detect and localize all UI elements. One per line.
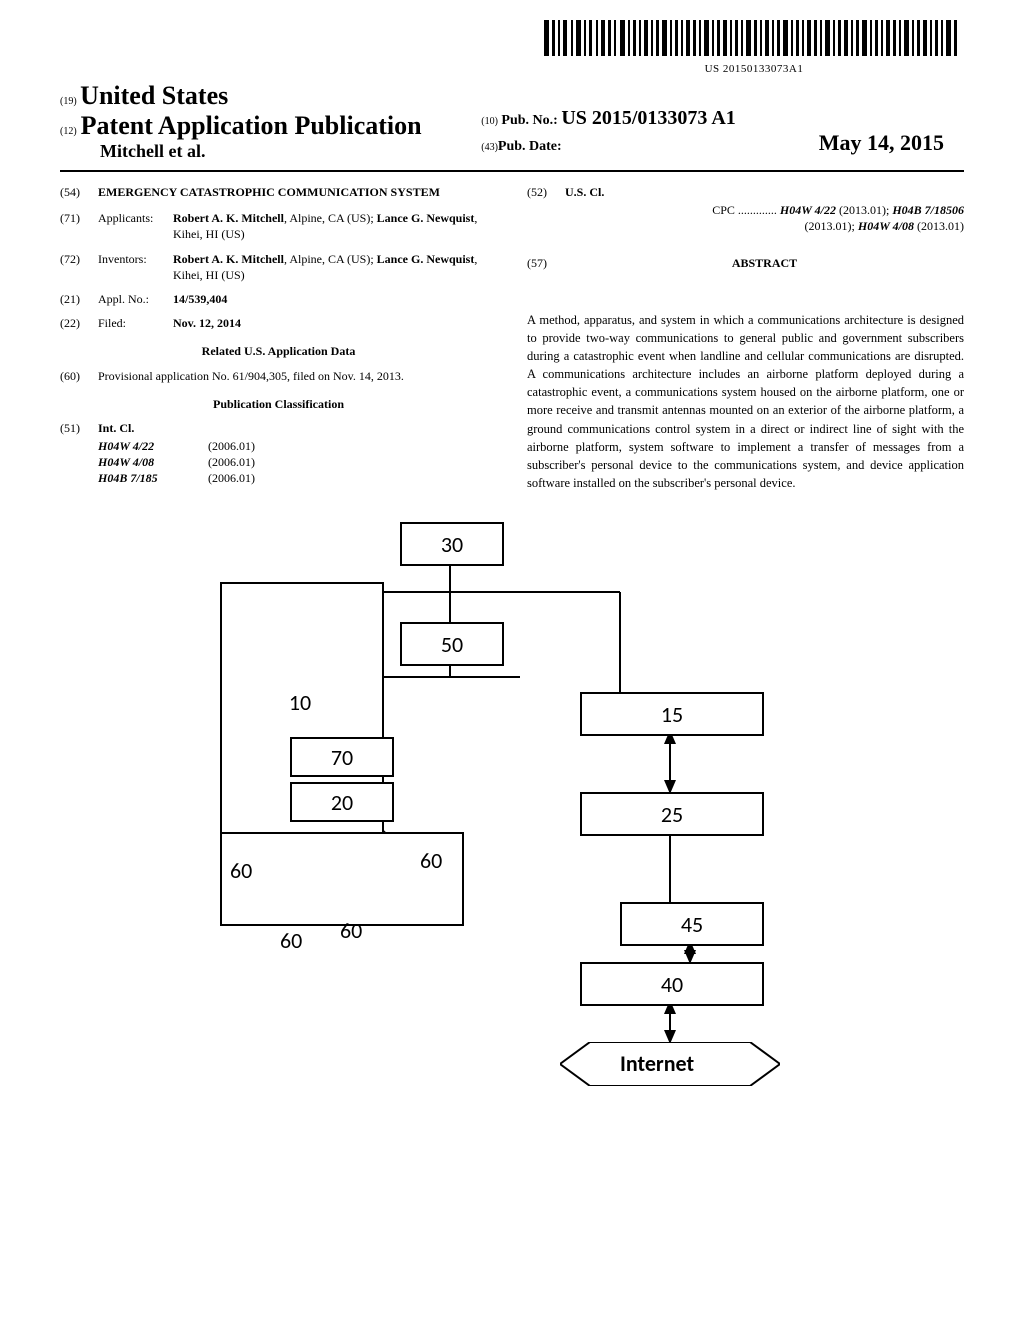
intcl-code: (51) (60, 420, 98, 436)
inventor-1: Robert A. K. Mitchell (173, 252, 284, 266)
country-name: United States (80, 81, 228, 110)
pub-date-code: (43) (481, 142, 498, 153)
applicant-2: Lance G. Newquist (377, 211, 475, 225)
cpc-1-ver: (2013.01); (839, 203, 889, 217)
barcode-number: US 20150133073A1 (544, 63, 964, 75)
cpc-3: H04W 4/08 (858, 219, 914, 233)
fig-label-60: 60 (420, 847, 442, 874)
fig-box-10: 10 (240, 682, 360, 722)
fig-box-70: 70 (290, 737, 394, 777)
inventors-code: (72) (60, 251, 98, 283)
intcl-1-code: H04W 4/22 (98, 438, 208, 454)
cpc-3-ver: (2013.01) (917, 219, 964, 233)
applicants-label: Applicants: (98, 210, 173, 242)
publication-date: May 14, 2015 (819, 130, 964, 156)
country-code: (19) (60, 96, 77, 107)
fig-box-40: 40 (580, 962, 764, 1006)
fig-internet-label: Internet (620, 1050, 694, 1077)
barcode-svg (544, 20, 964, 56)
fig-label-60: 60 (230, 857, 252, 884)
applicants: Robert A. K. Mitchell, Alpine, CA (US); … (173, 210, 497, 242)
cpc-2-ver: (2013.01); (805, 219, 855, 233)
provisional-code: (60) (60, 368, 98, 384)
filed-date: Nov. 12, 2014 (173, 315, 241, 331)
applicant-1: Robert A. K. Mitchell (173, 211, 284, 225)
title-code: (54) (60, 184, 98, 200)
intcl-3-ver: (2006.01) (208, 470, 255, 486)
provisional-text: Provisional application No. 61/904,305, … (98, 368, 404, 384)
pub-date-label: Pub. Date: (498, 139, 562, 155)
body-columns: (54) EMERGENCY CATASTROPHIC COMMUNICATIO… (60, 184, 964, 492)
abstract-code: (57) (527, 255, 565, 271)
uscl-code: (52) (527, 184, 565, 200)
left-column: (54) EMERGENCY CATASTROPHIC COMMUNICATIO… (60, 184, 497, 492)
cpc-1: H04W 4/22 (780, 203, 836, 217)
figure-connectors (60, 522, 964, 1102)
intcl-row: H04W 4/22 (2006.01) (98, 438, 497, 454)
fig-box-30: 30 (400, 522, 504, 566)
cpc-label: CPC ............. (712, 203, 777, 217)
filed-label: Filed: (98, 315, 173, 331)
document-header: (19) United States (12) Patent Applicati… (60, 81, 964, 172)
pub-type-code: (12) (60, 126, 77, 137)
fig-box-45: 45 (620, 902, 764, 946)
application-number: 14/539,404 (173, 291, 227, 307)
intcl-1-ver: (2006.01) (208, 438, 255, 454)
applicants-code: (71) (60, 210, 98, 242)
fig-label-60: 60 (340, 917, 362, 944)
applno-label: Appl. No.: (98, 291, 173, 307)
barcode: US 20150133073A1 (544, 20, 964, 75)
publication-number: US 2015/0133073 A1 (561, 107, 735, 129)
inventor-2: Lance G. Newquist (377, 252, 475, 266)
cpc-2: H04B 7/18506 (892, 203, 964, 217)
intcl-label: Int. Cl. (98, 420, 134, 436)
invention-title: EMERGENCY CATASTROPHIC COMMUNICATION SYS… (98, 184, 440, 200)
cpc-block: CPC ............. H04W 4/22 (2013.01); H… (527, 202, 964, 234)
inventors-label: Inventors: (98, 251, 173, 283)
barcode-region: US 20150133073A1 (60, 20, 964, 77)
publication-type: Patent Application Publication (81, 111, 422, 140)
related-data-heading: Related U.S. Application Data (60, 343, 497, 359)
abstract-text: A method, apparatus, and system in which… (527, 311, 964, 492)
applno-code: (21) (60, 291, 98, 307)
fig-box-50: 50 (400, 622, 504, 666)
pub-no-label: Pub. No.: (501, 113, 557, 128)
pub-no-code: (10) (481, 116, 498, 127)
authors-line: Mitchell et al. (60, 141, 471, 162)
filed-code: (22) (60, 315, 98, 331)
uscl-label: U.S. Cl. (565, 184, 604, 200)
intcl-3-code: H04B 7/185 (98, 470, 208, 486)
intcl-2-code: H04W 4/08 (98, 454, 208, 470)
fig-label-60: 60 (280, 927, 302, 954)
fig-box-20: 20 (290, 782, 394, 822)
pub-class-heading: Publication Classification (60, 396, 497, 412)
intcl-row: H04B 7/185 (2006.01) (98, 470, 497, 486)
right-column: (52) U.S. Cl. CPC ............. H04W 4/2… (527, 184, 964, 492)
inventors: Robert A. K. Mitchell, Alpine, CA (US); … (173, 251, 497, 283)
fig-box-15: 15 (580, 692, 764, 736)
figure-diagram: 30 50 10 70 20 15 25 45 40 60 60 60 60 I… (60, 522, 964, 1102)
intcl-2-ver: (2006.01) (208, 454, 255, 470)
fig-box-25: 25 (580, 792, 764, 836)
abstract-heading: ABSTRACT (565, 255, 964, 271)
intcl-row: H04W 4/08 (2006.01) (98, 454, 497, 470)
